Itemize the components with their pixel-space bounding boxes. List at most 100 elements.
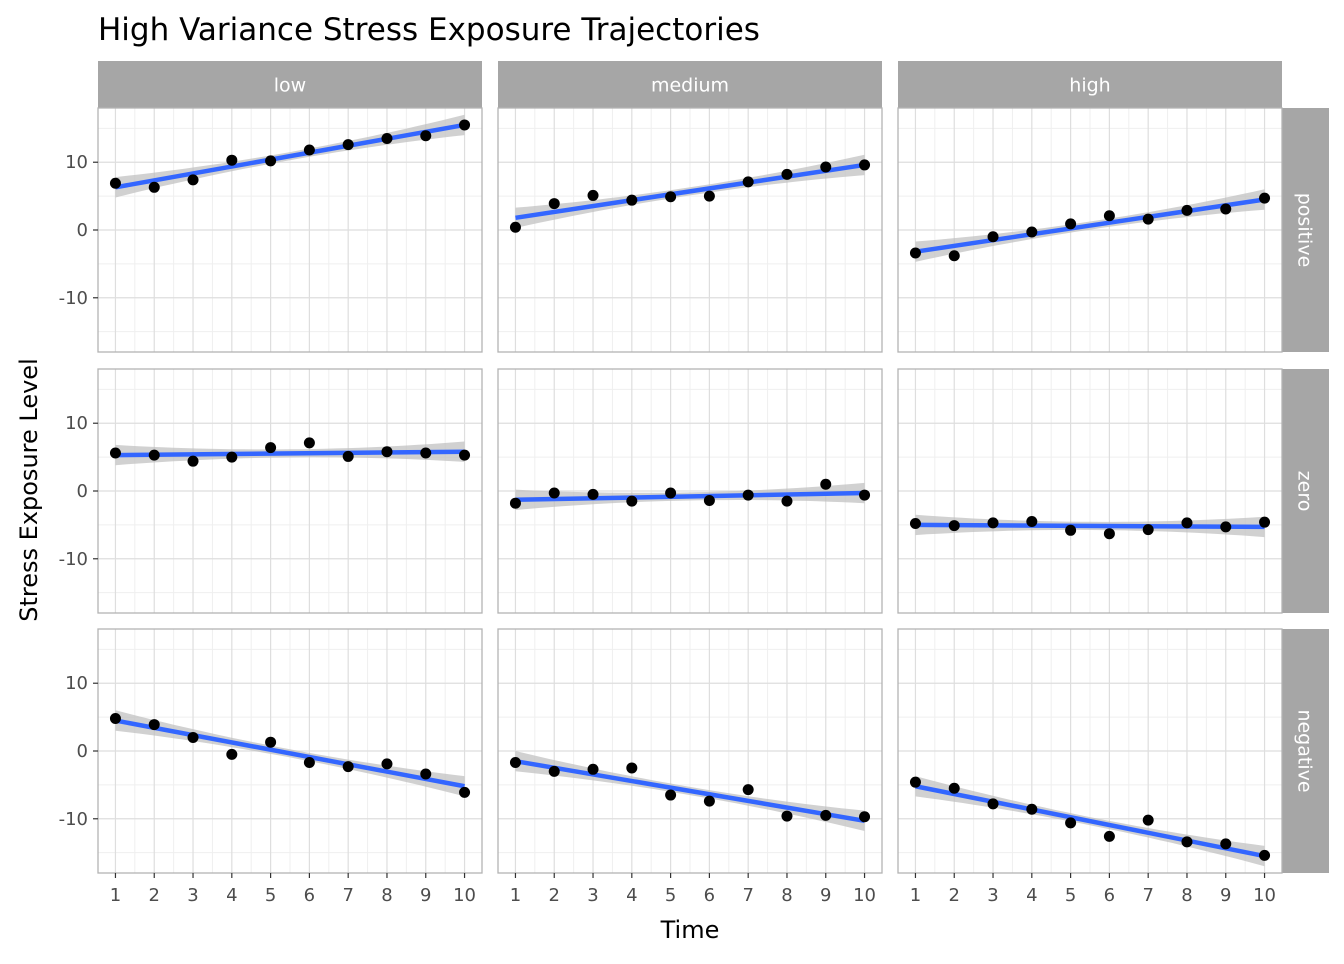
data-point — [1026, 226, 1038, 238]
data-point — [148, 181, 160, 193]
data-point — [381, 758, 393, 770]
data-point — [1103, 210, 1115, 222]
data-point — [509, 221, 521, 233]
data-point — [665, 789, 677, 801]
y-tick-label: 10 — [65, 673, 88, 694]
row-strip-negative — [1282, 629, 1329, 873]
data-point — [342, 139, 354, 151]
x-tick-label: 8 — [381, 885, 392, 906]
data-point — [626, 762, 638, 774]
x-tick-label: 10 — [853, 885, 876, 906]
data-point — [987, 231, 999, 243]
fit-line — [115, 122, 465, 190]
data-point — [1181, 204, 1193, 216]
panel-high-negative — [897, 628, 1283, 874]
data-point — [381, 446, 393, 458]
x-tick-label: 3 — [587, 885, 598, 906]
data-point — [187, 174, 199, 186]
x-tick-label: 9 — [1220, 885, 1231, 906]
data-point — [665, 487, 677, 499]
data-point — [459, 449, 471, 461]
data-point — [109, 177, 121, 189]
x-tick-label: 6 — [1104, 885, 1115, 906]
column-strip-label-medium: medium — [651, 75, 729, 97]
data-point — [1220, 521, 1232, 533]
data-point — [509, 497, 521, 509]
data-point — [265, 736, 277, 748]
data-point — [226, 451, 238, 463]
row-strip-label-negative: negative — [1294, 709, 1316, 792]
x-tick-label: 1 — [110, 885, 121, 906]
data-point — [987, 517, 999, 529]
x-tick-label: 2 — [149, 885, 160, 906]
y-axis-title: Stress Exposure Level — [15, 358, 43, 621]
data-point — [587, 189, 599, 201]
x-tick-label: 8 — [781, 885, 792, 906]
data-point — [1142, 213, 1154, 225]
x-tick-label: 9 — [420, 885, 431, 906]
panel-border — [897, 107, 1283, 353]
panel-low-negative — [97, 628, 483, 874]
data-point — [820, 161, 832, 173]
data-point — [548, 198, 560, 210]
row-strip-label-zero: zero — [1294, 471, 1316, 512]
data-point — [909, 518, 921, 530]
x-tick-label: 4 — [626, 885, 637, 906]
x-tick-label: 4 — [1026, 885, 1037, 906]
x-tick-label: 5 — [1065, 885, 1076, 906]
data-point — [1142, 814, 1154, 826]
data-point — [781, 810, 793, 822]
panel-low-zero — [97, 368, 483, 614]
data-point — [859, 159, 871, 171]
x-tick-label: 10 — [1253, 885, 1276, 906]
x-tick-label: 8 — [1181, 885, 1192, 906]
panel-medium-zero — [497, 368, 883, 614]
data-point — [1220, 838, 1232, 850]
panel-high-positive — [897, 107, 1283, 353]
row-strip-label-positive: positive — [1294, 193, 1316, 268]
row-strip-positive — [1282, 108, 1329, 352]
x-tick-label: 2 — [549, 885, 560, 906]
data-point — [742, 176, 754, 188]
x-tick-label: 4 — [226, 885, 237, 906]
fit-line — [915, 522, 1265, 530]
fit-line — [515, 758, 865, 824]
data-point — [381, 133, 393, 144]
data-point — [1065, 817, 1077, 829]
data-point — [548, 487, 560, 499]
data-point — [626, 194, 638, 206]
column-strip-label-low: low — [274, 75, 306, 97]
chart-title: High Variance Stress Exposure Trajectori… — [98, 12, 760, 48]
x-tick-label: 3 — [987, 885, 998, 906]
x-tick-label: 6 — [704, 885, 715, 906]
x-tick-label: 10 — [453, 885, 476, 906]
data-point — [509, 757, 521, 769]
y-tick-label: 0 — [77, 741, 88, 762]
data-point — [820, 478, 832, 490]
data-point — [665, 191, 677, 203]
x-tick-label: 5 — [265, 885, 276, 906]
fit-line — [515, 490, 865, 503]
data-point — [548, 765, 560, 777]
row-strip-zero — [1282, 369, 1329, 613]
x-tick-label: 6 — [304, 885, 315, 906]
data-point — [1181, 517, 1193, 529]
data-point — [1259, 516, 1271, 528]
data-point — [703, 795, 715, 807]
data-point — [1259, 849, 1271, 861]
data-point — [226, 748, 238, 760]
y-tick-label: 0 — [77, 220, 88, 241]
fit-line — [915, 784, 1265, 859]
column-strip-low — [98, 61, 482, 108]
data-point — [909, 247, 921, 259]
data-point — [1026, 516, 1038, 527]
data-point — [459, 786, 471, 798]
x-tick-label: 1 — [510, 885, 521, 906]
x-tick-label: 7 — [1142, 885, 1153, 906]
x-axis-title: Time — [660, 916, 720, 944]
panel-border — [497, 628, 883, 874]
data-point — [948, 520, 960, 532]
fit-line — [115, 449, 465, 458]
data-point — [303, 757, 315, 769]
